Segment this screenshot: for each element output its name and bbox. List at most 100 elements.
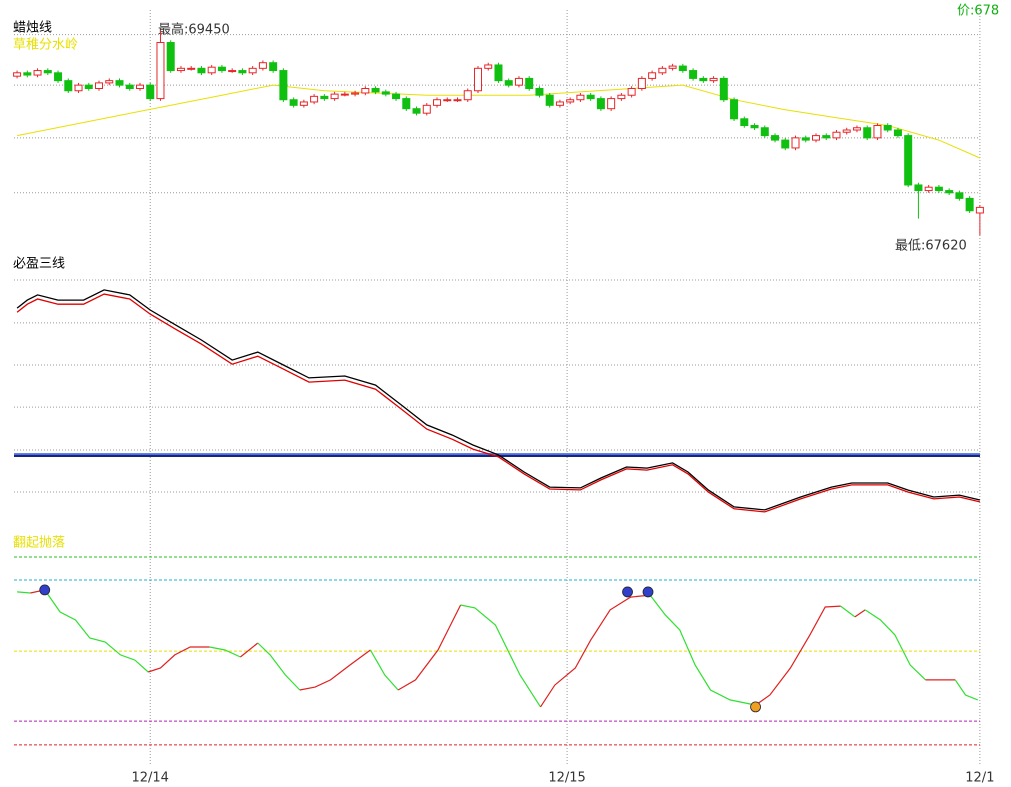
oscillator-line [17,591,31,594]
candle-body [33,70,42,76]
panel-title: 必盈三线 [13,257,65,272]
candle-body [535,88,544,96]
candle-body [566,99,575,103]
indicator-line [16,293,981,513]
candle-body [658,67,667,74]
candle-body [340,93,349,96]
candle-body [115,80,124,86]
high-annotation: 最高:69450 [158,22,230,38]
signal-dot [642,586,654,598]
candle-body [781,139,790,149]
candle-body [576,94,585,101]
candle-body [689,70,698,79]
candle-body [668,65,677,69]
candle-body [883,125,892,131]
candle-body [863,127,872,139]
candle-body [832,131,841,139]
candle-body [412,108,421,114]
candle-body [279,70,288,101]
candle-body [494,64,503,82]
candle-body [842,129,851,133]
oscillator-line [864,609,927,681]
indicator-line [16,289,981,511]
candle-body [238,70,247,74]
candle-body [248,67,257,74]
candle-body [596,98,605,110]
signal-dot [622,586,633,598]
candle-body [125,84,134,90]
signal-dot [39,584,51,596]
candle-body [822,135,831,139]
candle-body [473,67,482,92]
candle-body [135,84,144,90]
candle-body [514,77,523,86]
candle-body [975,206,984,214]
candle-body [453,99,462,102]
candle-body [699,77,708,82]
x-tick-label: 12/1 [965,771,994,786]
candle-body [443,99,452,102]
candle-body [607,98,616,110]
candle-body [637,77,646,90]
candle-body [934,186,943,192]
candle-body [463,90,472,101]
signal-dot [750,701,761,713]
candle-body [43,70,52,74]
oscillator-line [209,646,241,658]
panel-title: 翻起抛落 [13,536,65,551]
candle-body [771,135,780,141]
oscillator-line [299,649,371,691]
candle-body [873,125,882,139]
oscillator-line [44,589,149,673]
candle-body [13,72,22,77]
candle-body [852,127,861,131]
candle-body [484,64,493,69]
oscillator-line [397,604,462,691]
candle-body [504,80,513,86]
candle-body [95,82,104,90]
candle-body [156,42,165,100]
oscillator-line [854,609,866,618]
candle-body [217,66,226,72]
low-annotation: 最低:67620 [895,239,967,254]
candle-body [74,84,83,92]
panel-title: 蜡烛线 [13,21,52,36]
candle-body [84,84,93,90]
candle-body [269,62,278,72]
candle-body [207,66,216,74]
candle-body [320,95,329,100]
ma-legend: 草稚分水岭 [13,38,78,53]
candle-body [801,137,810,141]
candle-body [166,42,175,72]
candle-body [955,192,964,199]
candle-body [648,72,657,79]
candle-body [760,127,769,137]
candle-body [525,77,534,90]
candle-body [310,95,319,103]
candle-body [555,101,564,106]
candle-body [392,93,401,100]
candle-body [627,88,636,96]
candle-body [740,118,749,127]
candle-body [187,67,196,70]
x-tick-label: 12/14 [131,771,168,786]
candle-body [811,135,820,141]
oscillator-line [240,642,259,658]
candle-body [299,101,308,106]
candle-body [402,98,411,110]
candle-body [105,80,114,84]
oscillator-line [539,594,651,708]
candle-body [433,99,442,106]
candle-body [361,88,370,94]
candle-body [617,94,626,100]
candle-body [351,92,360,95]
candle-body [289,99,298,106]
candle-body [146,84,155,100]
oscillator-line [369,649,399,691]
candle-body [23,72,32,76]
candle-body [945,190,954,194]
candle-body [381,91,390,95]
candle-body [924,186,933,192]
